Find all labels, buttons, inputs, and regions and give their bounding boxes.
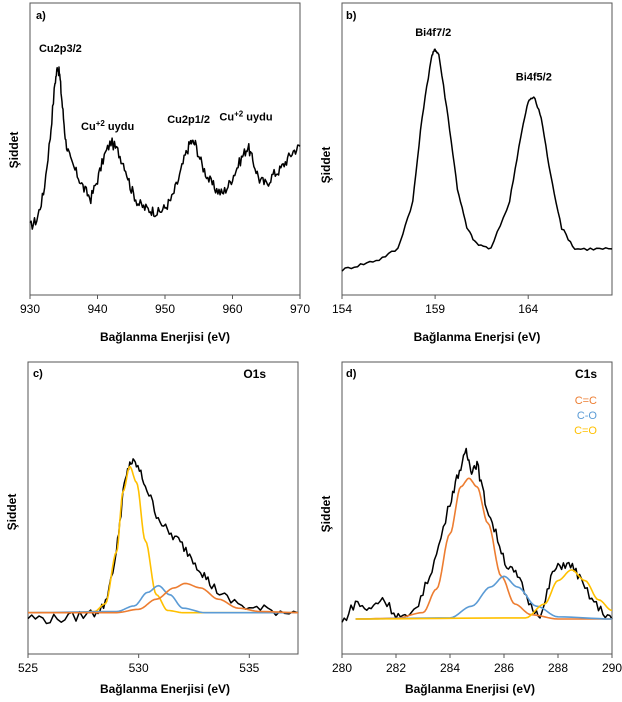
x-tick-label: 535 xyxy=(239,661,259,675)
panel-d-plot: 280 282 284 286 288 290 C=C C-O C=O xyxy=(332,395,622,675)
panel-c-frame xyxy=(27,361,299,655)
peak-annotation: Cu+2 uydu xyxy=(81,118,134,133)
peak-annotation: Cu2p1/2 xyxy=(167,114,210,126)
series-line-fit-2 xyxy=(27,584,298,614)
x-tick-label: 282 xyxy=(386,661,406,675)
peak-annotation: Cu+2 uydu xyxy=(219,109,272,124)
panel-c-ylabel: Şiddet xyxy=(5,494,19,531)
series-line-fit-3 xyxy=(28,582,299,614)
panel-d-title: C1s xyxy=(575,367,597,381)
panel-b-xlabel: Bağlanma Enerjsi (eV) xyxy=(414,330,541,344)
panel-d-label: d) xyxy=(346,368,357,380)
panel-d-frame xyxy=(341,361,613,655)
panel-c: 525 530 535 c) O1s Şiddet Bağlanma Enerjis… xyxy=(5,361,299,696)
panel-a-ylabel: Şiddet xyxy=(7,132,21,169)
x-tick-label: 284 xyxy=(440,661,460,675)
series-line-spectrum xyxy=(27,458,299,625)
x-tick-label: 164 xyxy=(518,302,538,316)
panel-c-title: O1s xyxy=(243,367,266,381)
panel-d-ylabel: Şiddet xyxy=(319,496,333,533)
series-line-c-o xyxy=(355,569,613,620)
panel-c-plot: 525 530 535 xyxy=(18,458,299,675)
panel-b-ylabel: Şiddet xyxy=(319,147,333,184)
panel-a-label: a) xyxy=(36,10,46,22)
x-tick-label: 280 xyxy=(332,661,352,675)
x-tick-label: 290 xyxy=(602,661,622,675)
legend-entry: C=C xyxy=(575,395,597,407)
panel-d-xlabel: Bağlanma Enerjisi (eV) xyxy=(405,682,535,696)
x-tick-label: 159 xyxy=(425,302,445,316)
peak-annotation: Bi4f5/2 xyxy=(516,72,552,84)
x-tick-label: 930 xyxy=(20,302,40,316)
panel-a-xlabel: Bağlanma Enerjisi (eV) xyxy=(100,330,230,344)
x-tick-label: 940 xyxy=(87,302,107,316)
x-tick-label: 970 xyxy=(290,302,310,316)
x-tick-label: 525 xyxy=(18,661,38,675)
series-line-fit-1 xyxy=(28,465,298,614)
panel-b-plot: 154 159 164 Bi4f7/2 Bi4f5/2 xyxy=(332,27,613,316)
series-line-spectrum xyxy=(29,66,301,230)
panel-c-label: c) xyxy=(33,368,43,380)
peak-annotation: Cu2p3/2 xyxy=(39,43,82,55)
panel-b: 154 159 164 Bi4f7/2 Bi4f5/2 b) Şiddet Bağlan… xyxy=(319,2,613,344)
x-tick-label: 530 xyxy=(129,661,149,675)
panel-a-plot: 930 940 950 960 970 Cu2p3/2 Cu+2 uydu Cu2p1/2 Cu… xyxy=(20,43,310,316)
series-line-c-o xyxy=(355,575,613,620)
x-tick-label: 950 xyxy=(155,302,175,316)
series-line-spectrum xyxy=(341,48,613,272)
x-tick-label: 286 xyxy=(494,661,514,675)
x-tick-label: 960 xyxy=(222,302,242,316)
series-line-c-c xyxy=(355,477,612,620)
legend-entry: C=O xyxy=(574,425,597,437)
panel-d: 280 282 284 286 288 290 C=C C-O C=O d) C1s Şidde… xyxy=(319,361,622,696)
panel-a: 930 940 950 960 970 Cu2p3/2 Cu+2 uydu Cu2p1/2 Cu… xyxy=(7,2,310,344)
peak-annotation: Bi4f7/2 xyxy=(415,27,451,39)
panel-c-xlabel: Bağlanma Enerjisi (eV) xyxy=(100,682,230,696)
series-line-spectrum xyxy=(341,447,613,623)
x-tick-label: 154 xyxy=(332,302,352,316)
x-tick-label: 288 xyxy=(548,661,568,675)
panel-b-label: b) xyxy=(346,10,357,22)
legend-entry: C-O xyxy=(577,410,598,422)
panel-b-frame xyxy=(341,2,613,296)
